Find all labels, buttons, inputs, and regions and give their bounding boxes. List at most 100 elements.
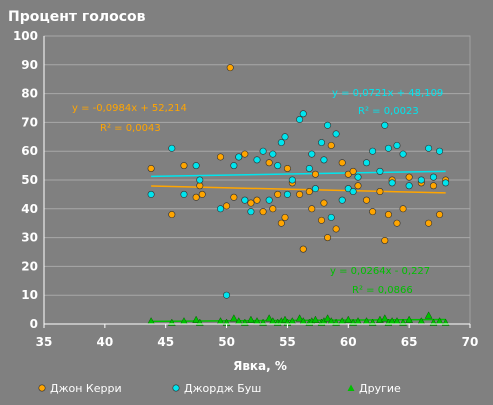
- point-bush: [274, 162, 282, 170]
- point-others: [295, 314, 304, 322]
- point-bush: [381, 121, 389, 129]
- point-kerry: [283, 164, 291, 172]
- point-kerry: [241, 150, 249, 158]
- point-bush: [216, 205, 224, 213]
- legend: Джон Керри Джордж Буш Другие: [38, 382, 401, 395]
- point-kerry: [259, 208, 267, 216]
- x-tick-label: 60: [340, 335, 357, 349]
- point-kerry: [274, 190, 282, 198]
- point-bush: [376, 167, 384, 175]
- point-bush: [320, 156, 328, 164]
- x-tick-label: 35: [36, 335, 53, 349]
- trendline-equation-others: y = 0,0264x - 0,227: [330, 266, 430, 277]
- point-kerry: [324, 234, 332, 242]
- trendline-r2-others: R² = 0,0866: [352, 285, 413, 296]
- point-bush: [230, 162, 238, 170]
- point-kerry: [320, 199, 328, 207]
- point-bush: [311, 185, 319, 193]
- point-kerry: [296, 190, 304, 198]
- point-bush: [235, 153, 243, 161]
- point-bush: [405, 182, 413, 190]
- point-bush: [265, 196, 273, 204]
- point-kerry: [216, 153, 224, 161]
- point-bush: [269, 150, 277, 158]
- point-bush: [180, 190, 188, 198]
- y-tick-label: 70: [21, 115, 38, 129]
- point-kerry: [192, 193, 200, 201]
- legend-marker-bush: [172, 384, 180, 392]
- point-kerry: [281, 213, 289, 221]
- point-kerry: [436, 211, 444, 219]
- point-kerry: [354, 182, 362, 190]
- chart-title: Процент голосов: [8, 9, 146, 25]
- point-bush: [354, 173, 362, 181]
- point-bush: [168, 144, 176, 152]
- y-tick-label: 30: [21, 231, 38, 245]
- x-tick-label: 50: [218, 335, 235, 349]
- point-kerry: [399, 205, 407, 213]
- point-bush: [384, 144, 392, 152]
- point-kerry: [384, 211, 392, 219]
- point-others: [265, 314, 274, 322]
- point-kerry: [196, 182, 204, 190]
- legend-label-bush: Джордж Буш: [184, 382, 261, 395]
- point-bush: [192, 162, 200, 170]
- x-tick-label: 70: [462, 335, 479, 349]
- point-others: [380, 314, 389, 322]
- point-bush: [327, 213, 335, 221]
- point-bush: [363, 159, 371, 167]
- point-bush: [196, 176, 204, 184]
- point-kerry: [327, 141, 335, 149]
- point-others: [323, 314, 332, 322]
- point-kerry: [265, 159, 273, 167]
- point-bush: [259, 147, 267, 155]
- point-kerry: [338, 159, 346, 167]
- point-kerry: [429, 182, 437, 190]
- point-bush: [417, 176, 425, 184]
- grid: [43, 35, 471, 325]
- point-bush: [349, 188, 357, 196]
- y-tick-label: 20: [21, 259, 38, 273]
- point-bush: [308, 150, 316, 158]
- point-bush: [247, 208, 255, 216]
- point-kerry: [308, 205, 316, 213]
- point-kerry: [269, 205, 277, 213]
- legend-marker-kerry: [38, 384, 46, 392]
- point-bush: [442, 179, 450, 187]
- x-tick-label: 55: [279, 335, 296, 349]
- point-bush: [429, 173, 437, 181]
- point-bush: [283, 190, 291, 198]
- point-kerry: [168, 211, 176, 219]
- point-kerry: [247, 199, 255, 207]
- point-kerry: [311, 170, 319, 178]
- trendline-bush: [151, 170, 446, 178]
- point-kerry: [425, 219, 433, 227]
- point-kerry: [332, 225, 340, 233]
- y-tick-label: 40: [21, 202, 38, 216]
- point-bush: [324, 121, 332, 129]
- point-kerry: [147, 164, 155, 172]
- point-bush: [393, 141, 401, 149]
- point-bush: [299, 110, 307, 118]
- axes: 0 10 20 30 40 50 60 70 80 90 100 35 40 45 50 55 60 65 70: [13, 29, 478, 349]
- point-others: [311, 315, 320, 323]
- legend-marker-others: [347, 384, 355, 391]
- point-bush: [277, 139, 285, 147]
- point-kerry: [198, 190, 206, 198]
- point-kerry: [363, 196, 371, 204]
- x-tick-label: 65: [401, 335, 418, 349]
- point-kerry: [381, 236, 389, 244]
- point-bush: [332, 130, 340, 138]
- point-kerry: [318, 216, 326, 224]
- point-kerry: [376, 188, 384, 196]
- point-kerry: [405, 173, 413, 181]
- point-others: [344, 315, 353, 323]
- point-kerry: [305, 188, 313, 196]
- point-kerry: [349, 167, 357, 175]
- point-bush: [338, 196, 346, 204]
- trendline-equation-bush: y = 0,0721x + 48,109: [332, 88, 443, 99]
- point-bush: [369, 147, 377, 155]
- trendline-equation-kerry: y = -0,0984x + 52,214: [72, 103, 187, 114]
- point-bush: [147, 190, 155, 198]
- y-tick-label: 10: [21, 288, 38, 302]
